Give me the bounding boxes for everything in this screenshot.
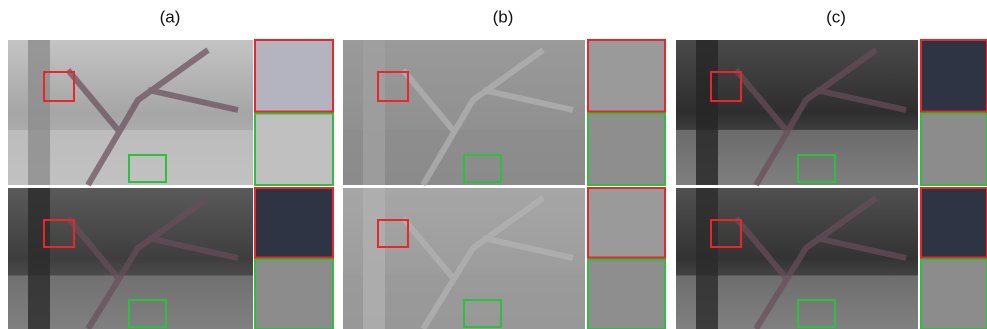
green-inset — [255, 260, 333, 329]
image-panel — [8, 40, 333, 185]
image-panel — [343, 188, 665, 329]
image-panel — [8, 188, 333, 329]
red-inset — [921, 188, 987, 258]
green-inset — [921, 260, 987, 329]
pole — [28, 188, 50, 329]
panel-label: (b) — [493, 7, 514, 26]
pole — [28, 40, 50, 185]
image-panel — [343, 40, 665, 185]
green-inset — [588, 114, 665, 186]
red-inset — [588, 40, 665, 112]
green-inset — [921, 114, 987, 186]
red-inset — [255, 40, 333, 112]
image-panel — [676, 188, 987, 329]
red-inset — [255, 188, 333, 258]
green-inset — [255, 114, 333, 186]
panel-label: (a) — [160, 7, 181, 26]
figure: (a) (b) (c) — [0, 0, 987, 329]
pole — [363, 188, 385, 329]
pole — [696, 40, 718, 185]
red-inset — [921, 40, 987, 112]
image-panel — [676, 40, 987, 185]
green-inset — [588, 260, 665, 329]
page: {"panels": [{"label": "(a)"}, {"label": … — [0, 0, 987, 329]
pole — [363, 40, 385, 185]
pole — [696, 188, 718, 329]
red-inset — [588, 188, 665, 258]
panel-label: (c) — [826, 7, 846, 26]
